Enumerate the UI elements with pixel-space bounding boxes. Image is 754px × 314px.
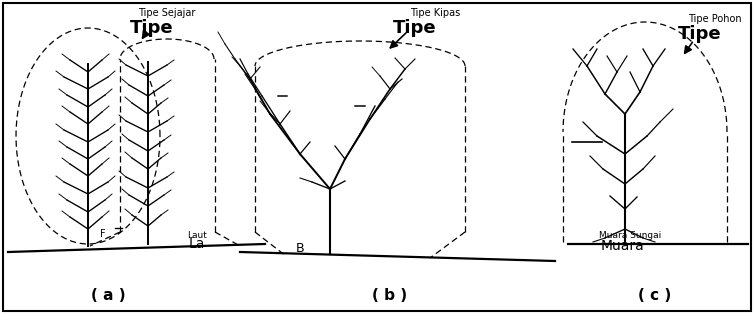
Text: Muara: Muara: [600, 239, 644, 253]
Text: Tipe Pohon: Tipe Pohon: [688, 14, 742, 24]
Text: Tipe Kipas: Tipe Kipas: [410, 8, 460, 18]
Text: La: La: [188, 237, 205, 251]
Text: Laut: Laut: [187, 230, 207, 240]
Text: Tipe Sejajar: Tipe Sejajar: [138, 8, 196, 18]
Text: F: F: [100, 229, 106, 239]
Text: B: B: [296, 242, 305, 256]
Text: ( c ): ( c ): [639, 289, 672, 304]
Text: Tipe: Tipe: [678, 25, 722, 43]
Text: Muara Sungai: Muara Sungai: [599, 231, 661, 241]
Text: ( b ): ( b ): [372, 289, 408, 304]
Text: ( a ): ( a ): [90, 289, 125, 304]
Text: Tipe: Tipe: [130, 19, 174, 37]
Text: Tipe: Tipe: [393, 19, 437, 37]
